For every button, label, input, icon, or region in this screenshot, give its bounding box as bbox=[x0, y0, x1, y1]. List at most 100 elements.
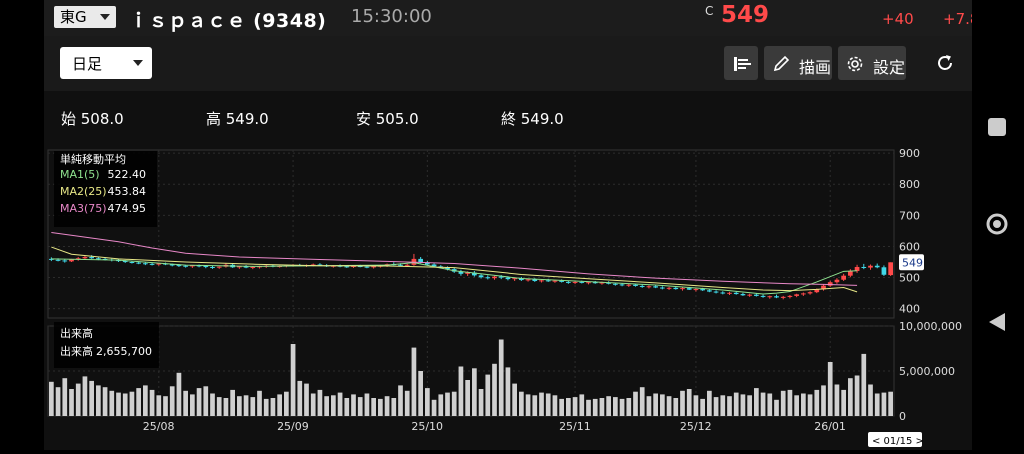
candle-body bbox=[653, 286, 658, 288]
volume-bar bbox=[169, 386, 175, 416]
ma-legend-value: 453.84 bbox=[108, 185, 147, 198]
volume-bar bbox=[143, 385, 148, 416]
candle-body bbox=[404, 264, 410, 266]
candle-body bbox=[96, 258, 101, 260]
candle-body bbox=[216, 266, 222, 268]
candle-body bbox=[680, 288, 685, 290]
volume-bar bbox=[465, 380, 470, 416]
candle-body bbox=[566, 281, 571, 283]
volume-bar bbox=[237, 396, 242, 416]
candle-body bbox=[552, 280, 558, 282]
volume-bar bbox=[49, 381, 54, 416]
volume-bar bbox=[861, 353, 867, 416]
volume-bar bbox=[210, 393, 215, 416]
candle-body bbox=[512, 278, 517, 280]
candle-body bbox=[834, 279, 840, 283]
volume-bar bbox=[250, 397, 256, 416]
volume-bar bbox=[122, 393, 128, 416]
candle-body bbox=[861, 266, 867, 268]
low-value: 安 505.0 bbox=[356, 110, 419, 128]
date-tick-label: 25/12 bbox=[680, 420, 712, 433]
settings-button[interactable]: 設定 bbox=[838, 46, 906, 80]
back-icon[interactable] bbox=[989, 313, 1005, 331]
volume-bar bbox=[230, 389, 235, 416]
android-nav-bar bbox=[972, 0, 1024, 450]
volume-bar bbox=[357, 397, 363, 416]
volume-bar bbox=[760, 392, 766, 416]
volume-bar bbox=[290, 344, 296, 416]
volume-bar bbox=[337, 392, 343, 416]
candle-body bbox=[572, 281, 578, 283]
volume-bar bbox=[190, 394, 195, 416]
volume-bar bbox=[673, 398, 679, 416]
quote-time: 15:30:00 bbox=[351, 6, 432, 27]
draw-label: 描画 bbox=[799, 58, 832, 77]
exchange-dropdown[interactable]: 東G bbox=[54, 6, 116, 28]
candle-body bbox=[492, 276, 497, 279]
recent-apps-icon[interactable] bbox=[988, 118, 1006, 136]
last-price-tag-text: 549 bbox=[902, 256, 923, 269]
volume-bar bbox=[579, 394, 585, 416]
high-value: 高 549.0 bbox=[206, 110, 269, 128]
volume-bar bbox=[626, 398, 632, 416]
candle-body bbox=[666, 287, 672, 289]
volume-bar bbox=[686, 389, 692, 416]
candle-body bbox=[498, 276, 504, 278]
candle-body bbox=[89, 257, 94, 259]
volume-bar bbox=[639, 387, 645, 416]
settings-label: 設定 bbox=[873, 58, 906, 77]
candle-body bbox=[243, 266, 249, 268]
volume-bar bbox=[566, 398, 571, 416]
volume-bar bbox=[592, 398, 598, 416]
volume-bar bbox=[814, 389, 820, 416]
volume-bar bbox=[324, 396, 329, 416]
candle-body bbox=[579, 281, 585, 283]
volume-bar bbox=[156, 395, 162, 416]
volume-bar bbox=[136, 388, 141, 416]
candle-body bbox=[371, 266, 376, 268]
candle-body bbox=[458, 271, 464, 274]
candle-body bbox=[357, 266, 363, 268]
candle-body bbox=[525, 279, 531, 281]
price-tick-label: 400 bbox=[899, 303, 920, 316]
volume-bar bbox=[713, 397, 719, 416]
volume-bar bbox=[868, 384, 873, 416]
candle-body bbox=[472, 272, 477, 276]
candle-body bbox=[774, 296, 779, 298]
candle-body bbox=[787, 295, 793, 297]
volume-bar bbox=[62, 378, 68, 416]
candle-body bbox=[364, 266, 370, 268]
volume-bar bbox=[310, 393, 316, 416]
candle-body bbox=[848, 271, 853, 276]
volume-bar bbox=[243, 395, 249, 416]
candle-body bbox=[881, 267, 887, 275]
chevron-down-icon bbox=[100, 14, 110, 20]
period-dropdown[interactable]: 日足 bbox=[60, 47, 152, 79]
volume-bar bbox=[431, 399, 437, 416]
candle-body bbox=[351, 266, 356, 268]
volume-bar bbox=[203, 386, 209, 416]
volume-bar bbox=[586, 399, 591, 416]
volume-bar bbox=[304, 383, 309, 416]
indicator-button[interactable] bbox=[724, 46, 758, 80]
ma-legend-box bbox=[54, 151, 157, 227]
ma-legend-label: MA3(75) bbox=[60, 202, 107, 215]
date-selector[interactable] bbox=[868, 432, 922, 447]
home-icon[interactable] bbox=[986, 213, 1008, 235]
volume-bar bbox=[733, 392, 739, 416]
candle-body bbox=[129, 262, 135, 263]
candle-body bbox=[827, 282, 833, 286]
draw-button[interactable]: 描画 bbox=[764, 46, 832, 80]
volume-bar bbox=[700, 398, 705, 416]
volume-bar bbox=[418, 371, 423, 416]
candle-body bbox=[478, 275, 484, 278]
candle-body bbox=[190, 265, 195, 267]
candle-body bbox=[539, 280, 544, 282]
volume-bar bbox=[653, 393, 658, 416]
volume-bar bbox=[371, 398, 376, 416]
volume-bar bbox=[619, 398, 625, 416]
candle-body bbox=[55, 259, 61, 261]
volume-bar bbox=[532, 395, 538, 416]
refresh-icon[interactable] bbox=[934, 52, 956, 74]
